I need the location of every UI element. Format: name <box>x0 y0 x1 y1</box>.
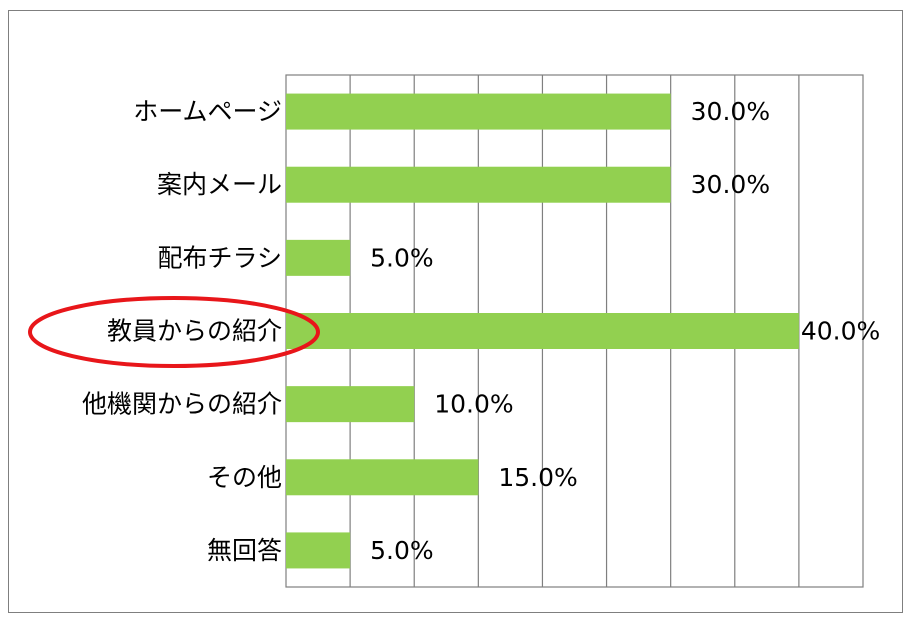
value-label: 5.0% <box>370 536 434 565</box>
value-label: 15.0% <box>498 463 577 492</box>
bar <box>286 459 479 496</box>
highlight-layer <box>28 296 320 368</box>
bar <box>286 93 671 130</box>
category-label: 配布チラシ <box>157 243 282 272</box>
category-label: 他機関からの紹介 <box>82 390 282 419</box>
value-label: 5.0% <box>370 243 434 272</box>
category-label: ホームページ <box>133 97 282 126</box>
highlight-ellipse <box>28 296 320 368</box>
bar-layer <box>286 93 799 569</box>
category-label: その他 <box>207 463 282 492</box>
value-labels: 30.0% 30.0% 5.0% 40.0% 10.0% 15.0% 5.0% <box>370 97 880 565</box>
bar <box>286 313 799 349</box>
category-label: 案内メール <box>157 170 282 199</box>
bar <box>286 532 351 569</box>
value-label: 40.0% <box>801 317 880 346</box>
bar <box>286 386 415 423</box>
category-label: 教員からの紹介 <box>107 317 282 346</box>
category-label: 無回答 <box>207 536 282 565</box>
value-label: 30.0% <box>691 97 770 126</box>
bar <box>286 239 351 276</box>
bar <box>286 166 671 203</box>
value-label: 30.0% <box>691 170 770 199</box>
value-label: 10.0% <box>434 390 513 419</box>
